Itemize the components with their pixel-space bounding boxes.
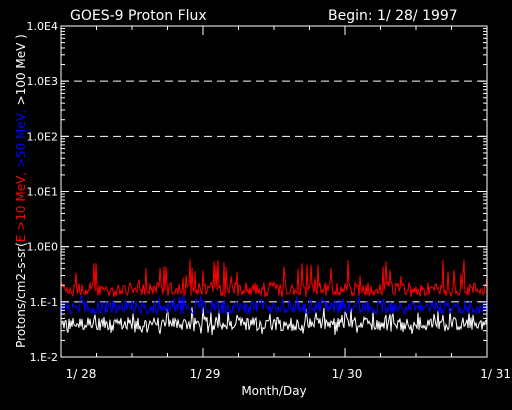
series-line xyxy=(60,295,488,317)
y-tick-label: 1.0E2 xyxy=(27,130,58,143)
y-tick-label: 1.0E0 xyxy=(27,241,58,254)
y-tick-label: 1.0E3 xyxy=(27,75,58,88)
y-axis-label-part: Protons/cm2-s-sr( xyxy=(14,242,28,348)
y-tick-label: 1.0E1 xyxy=(27,186,58,199)
x-axis-label: Month/Day xyxy=(241,384,306,398)
y-axis-label: Protons/cm2-s-sr(E >10 MeV, >50 MeV, >10… xyxy=(14,34,28,348)
x-tick-label: 1/ 29 xyxy=(190,367,221,381)
y-axis-label-part: E >10 MeV, xyxy=(14,168,28,242)
data-series xyxy=(60,259,488,336)
chart-title: GOES-9 Proton Flux xyxy=(70,8,207,24)
x-tick-label: 1/ 31 xyxy=(480,367,511,381)
series-line xyxy=(60,307,488,336)
y-axis: 1.0E4 1.0E3 1.0E2 1.0E1 1.0E0 1.E-1 1.E-2 xyxy=(27,20,487,364)
series-line xyxy=(60,259,488,298)
grid-lines xyxy=(61,80,487,303)
x-tick-label: 1/ 28 xyxy=(66,367,97,381)
y-axis-label-part: >100 MeV ) xyxy=(14,34,28,105)
y-tick-label: 1.E-2 xyxy=(30,351,58,364)
begin-date: Begin: 1/ 28/ 1997 xyxy=(328,8,458,24)
x-tick-label: 1/ 30 xyxy=(332,367,363,381)
y-axis-label-part: >50 MeV, xyxy=(14,105,28,168)
x-axis: 1/ 28 1/ 29 1/ 30 1/ 31 xyxy=(60,26,511,381)
y-tick-label: 1.0E4 xyxy=(27,20,58,33)
y-tick-label: 1.E-1 xyxy=(30,296,58,309)
